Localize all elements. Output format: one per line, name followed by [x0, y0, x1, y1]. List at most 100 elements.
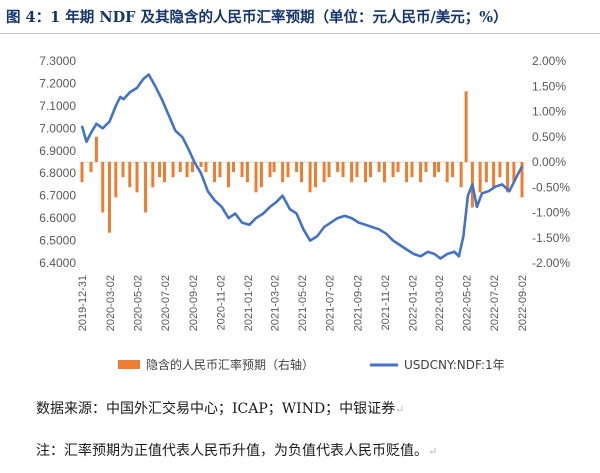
expectation-bar: [506, 162, 510, 193]
expectation-bar: [213, 162, 217, 183]
expectation-bar: [128, 162, 132, 188]
ndf-point: [213, 199, 216, 201]
expectation-bar: [254, 162, 258, 193]
ndf-point: [234, 213, 236, 215]
expectation-bar: [341, 162, 345, 178]
ndf-point: [515, 177, 517, 179]
x-tick-label: 2021-01-02: [243, 275, 255, 331]
expectation-bar: [108, 162, 111, 233]
ndf-point: [200, 172, 202, 174]
ndf-point: [439, 257, 442, 260]
expectation-bar: [383, 162, 386, 183]
ndf-point: [188, 150, 190, 152]
ndf-point: [221, 206, 223, 208]
x-tick-label: 2020-05-02: [132, 275, 144, 331]
edit-mark: ↵: [428, 445, 438, 458]
y-left-tick-label: 6.7000: [39, 189, 76, 203]
expectation-bar: [240, 162, 244, 178]
ndf-point: [476, 206, 478, 208]
y-left-tick-label: 7.1000: [39, 99, 76, 113]
ndf-point: [174, 129, 176, 132]
ndf-point: [399, 244, 401, 246]
y-left-tick-label: 6.6000: [39, 211, 76, 225]
ndf-point: [309, 239, 311, 242]
expectation-bar: [355, 162, 359, 178]
ndf-point: [453, 251, 455, 253]
expectation-bar: [498, 162, 502, 178]
expectation-bar: [135, 162, 139, 193]
expectation-bar: [369, 162, 373, 178]
figure-title: 图 4：1 年期 NDF 及其隐含的人民币汇率预期（单位：元人民币/美元；%）: [6, 6, 596, 30]
expectation-bar: [484, 162, 488, 183]
expectation-bar: [377, 162, 381, 173]
expectation-bar: [295, 162, 299, 173]
y-right-tick-label: 1.50%: [532, 79, 566, 93]
ndf-point: [269, 206, 271, 208]
legend-swatch-bars: [118, 360, 140, 369]
ndf-point: [433, 253, 436, 255]
ndf-point: [344, 215, 346, 217]
expectation-bar: [512, 162, 516, 183]
x-tick-label: 2020-11-02: [215, 275, 227, 330]
expectation-bar: [327, 162, 331, 178]
expectation-bar: [89, 162, 93, 173]
expectation-bar: [464, 91, 468, 162]
expectation-bar: [171, 162, 175, 178]
title-divider: [0, 33, 600, 34]
x-tick-label: 2021-07-02: [325, 275, 337, 331]
chart-note: 注：汇率预期为正值代表人民币升值，为负值代表人民币贬值。↵: [36, 440, 437, 460]
expectation-bar: [151, 162, 155, 188]
ndf-point: [521, 165, 523, 168]
x-tick-label: 2022-07-02: [489, 275, 501, 331]
ndf-point: [471, 183, 474, 186]
ndf-point: [358, 222, 360, 224]
expectation-bar: [478, 162, 482, 193]
expectation-bar: [281, 162, 285, 183]
expectation-bar: [158, 162, 162, 178]
ndf-point: [427, 251, 429, 253]
ndf-point: [95, 123, 98, 125]
x-tick-label: 2021-09-02: [352, 275, 364, 331]
ndf-point: [241, 222, 243, 224]
ndf-point: [337, 217, 339, 219]
ndf-point: [248, 224, 250, 226]
edit-mark: ↵: [395, 403, 405, 416]
usdcny-ndf-line: [80, 73, 524, 260]
expectation-bar: [178, 162, 182, 173]
ndf-point: [330, 222, 332, 224]
expectation-bar: [80, 162, 84, 183]
ndf-point: [405, 248, 408, 251]
legend-label-line: USDCNY:NDF:1年: [404, 358, 505, 372]
ndf-point: [161, 98, 163, 100]
ndf-point: [207, 190, 209, 192]
y-right-tick-label: 0.00%: [532, 155, 566, 169]
ndf-point: [102, 127, 104, 129]
expectation-bar: [190, 162, 194, 173]
expectation-bar: [199, 162, 203, 168]
y-right-tick-label: -1.50%: [532, 231, 570, 245]
expectation-bar: [286, 162, 290, 178]
expectation-bar: [520, 162, 524, 198]
y-right-tick-label: -2.00%: [532, 256, 570, 270]
ndf-point: [115, 105, 117, 107]
ndf-point: [323, 226, 325, 228]
ndf-point: [122, 98, 125, 100]
ndf-point: [446, 253, 448, 255]
expectation-bar: [218, 162, 222, 178]
ndf-point: [85, 141, 88, 143]
y-left-tick-label: 6.9000: [39, 144, 76, 158]
expectation-bar: [144, 162, 148, 213]
expectation-bar: [492, 162, 496, 188]
expectation-bar: [268, 162, 272, 178]
figure-title-text: 图 4：1 年期 NDF 及其隐含的人民币汇率预期（单位：元人民币/美元；%）: [6, 9, 508, 26]
ndf-point: [413, 253, 415, 255]
y-left-tick-label: 7.0000: [39, 121, 76, 135]
expectation-bar: [231, 162, 235, 173]
expectation-bar: [121, 162, 125, 178]
ndf-point: [350, 217, 353, 219]
ndf-point: [148, 73, 150, 76]
y-right-tick-label: 1.00%: [532, 105, 566, 119]
expectation-bar: [391, 162, 395, 178]
ndf-point: [508, 190, 510, 192]
expectation-bar: [322, 162, 326, 183]
